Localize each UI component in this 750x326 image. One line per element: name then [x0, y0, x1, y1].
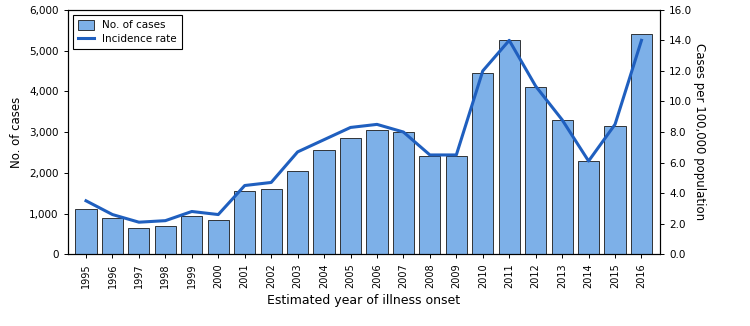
Bar: [340, 138, 361, 254]
Bar: [154, 226, 176, 254]
Bar: [128, 228, 149, 254]
Bar: [631, 34, 652, 254]
Bar: [234, 191, 255, 254]
Bar: [419, 156, 440, 254]
Bar: [314, 150, 334, 254]
Bar: [499, 40, 520, 254]
Bar: [551, 120, 573, 254]
Bar: [182, 215, 203, 254]
Bar: [76, 210, 97, 254]
Bar: [102, 218, 123, 254]
Bar: [472, 73, 494, 254]
Bar: [393, 132, 414, 254]
Legend: No. of cases, Incidence rate: No. of cases, Incidence rate: [73, 15, 182, 49]
Y-axis label: Cases per 100,000 population: Cases per 100,000 population: [693, 43, 706, 221]
Y-axis label: No. of cases: No. of cases: [10, 96, 23, 168]
Bar: [525, 87, 546, 254]
Bar: [604, 126, 625, 254]
Bar: [367, 130, 388, 254]
Bar: [446, 156, 467, 254]
X-axis label: Estimated year of illness onset: Estimated year of illness onset: [267, 294, 460, 307]
Bar: [208, 220, 229, 254]
Bar: [287, 171, 308, 254]
Bar: [260, 189, 282, 254]
Bar: [578, 161, 599, 254]
